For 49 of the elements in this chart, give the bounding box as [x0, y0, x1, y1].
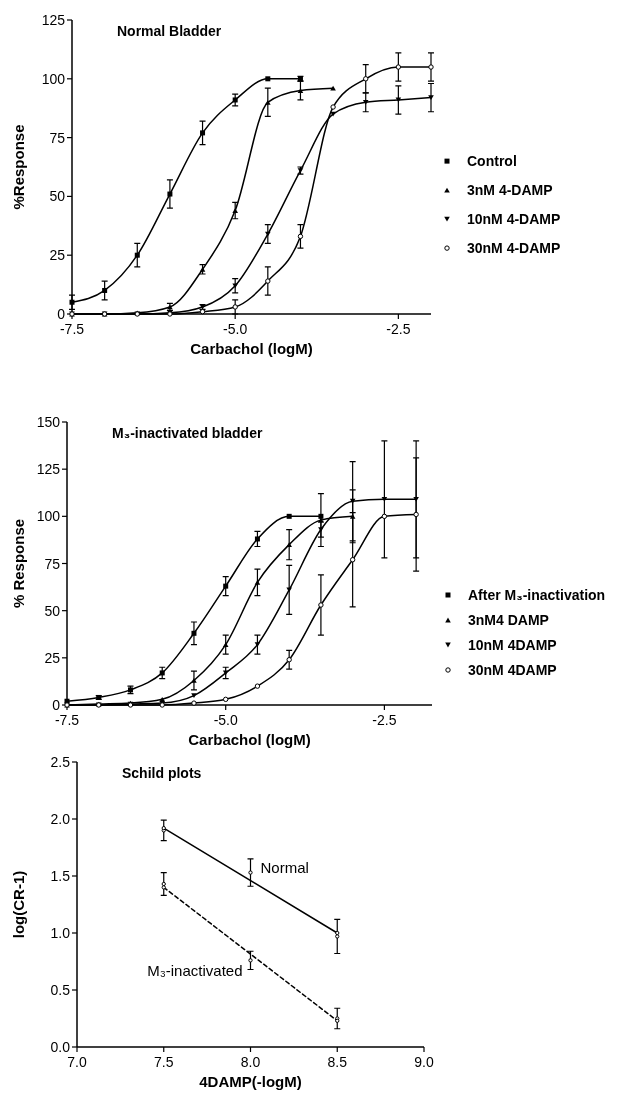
y-tick-label: 1.0	[50, 925, 71, 941]
y-axis-title: % Response	[10, 518, 27, 609]
y-tick-label: 0	[52, 697, 61, 713]
y-axis-title: log(CR-1)	[10, 870, 27, 939]
y-tick-label: 2.0	[50, 811, 71, 827]
y-tick-label: 25	[44, 649, 61, 666]
x-tick-label: -5.0	[223, 321, 248, 337]
x-tick-label: -5.0	[213, 712, 238, 728]
legend-label: Control	[467, 153, 517, 170]
y-axis-title: %Response	[10, 124, 27, 210]
y-tick-label: 125	[36, 461, 61, 478]
y-tick-label: 1.5	[50, 868, 71, 884]
x-axis-title: 4DAMP(-logM)	[199, 1073, 302, 1090]
y-tick-label: 150	[36, 414, 61, 430]
x-tick-label: 8.5	[327, 1054, 348, 1070]
x-tick-label: -2.5	[386, 321, 411, 337]
y-tick-label: 0.5	[50, 982, 71, 998]
x-tick-label: -7.5	[54, 712, 80, 728]
x-tick-label: -7.5	[59, 321, 85, 337]
y-tick-label: 25	[49, 247, 66, 264]
y-tick-label: 0.0	[50, 1039, 71, 1055]
chart-title: Schild plots	[122, 765, 202, 781]
x-axis-title: Carbachol (logM)	[190, 340, 313, 357]
x-axis-title: Carbachol (logM)	[188, 731, 311, 748]
legend-label: 3nM4 DAMP	[468, 612, 549, 628]
legend-label: 10nM 4-DAMP	[467, 211, 561, 228]
x-tick-label: 8.0	[240, 1054, 261, 1070]
series-label: M₃-inactivated	[147, 962, 243, 980]
legend-label: 30nM 4DAMP	[468, 662, 557, 678]
legend-label: 10nM 4DAMP	[468, 637, 557, 653]
y-tick-label: 100	[41, 70, 66, 87]
chart-title: Normal Bladder	[117, 23, 222, 39]
x-tick-label: 9.0	[414, 1054, 434, 1070]
y-tick-label: 50	[44, 602, 61, 619]
y-tick-label: 75	[44, 555, 61, 572]
x-tick-label: 7.5	[154, 1054, 174, 1070]
legend-label: After M₃-inactivation	[468, 587, 606, 603]
y-tick-label: 0	[57, 306, 66, 322]
y-tick-label: 125	[41, 12, 66, 28]
chart-title: M₃-inactivated bladder	[112, 425, 263, 441]
y-tick-label: 100	[36, 508, 61, 525]
y-tick-label: 75	[49, 129, 66, 146]
y-tick-label: 50	[49, 188, 66, 205]
legend-label: 30nM 4-DAMP	[467, 240, 561, 257]
y-tick-label: 2.5	[50, 754, 71, 770]
x-tick-label: -2.5	[372, 712, 397, 728]
legend-label: 3nM 4-DAMP	[467, 182, 553, 199]
x-tick-label: 7.0	[67, 1054, 87, 1070]
series-label: Normal	[260, 858, 309, 876]
